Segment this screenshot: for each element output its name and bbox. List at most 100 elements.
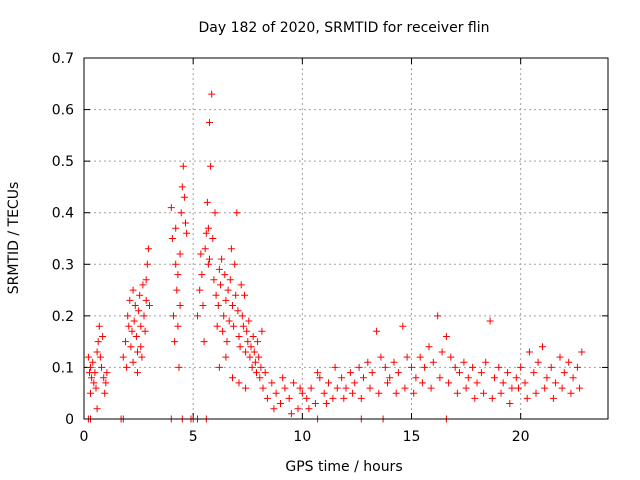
data-point — [247, 343, 255, 351]
data-point — [506, 400, 514, 407]
data-point — [103, 369, 111, 377]
data-point — [229, 302, 236, 309]
data-point — [425, 343, 433, 351]
data-point — [366, 384, 374, 392]
data-point — [401, 384, 409, 392]
data-point — [172, 224, 180, 232]
data-point — [233, 209, 241, 217]
data-point — [270, 405, 278, 413]
data-point — [460, 358, 468, 366]
data-point — [456, 369, 463, 377]
data-point — [296, 384, 304, 392]
data-point — [235, 379, 243, 387]
data-point — [482, 358, 490, 366]
data-point — [138, 353, 146, 361]
data-point — [93, 405, 101, 413]
data-point — [96, 353, 104, 361]
data-point — [232, 291, 240, 299]
data-point — [578, 348, 586, 356]
data-point — [101, 389, 109, 397]
data-point — [134, 348, 141, 356]
data-point — [212, 291, 220, 299]
data-point — [412, 374, 420, 382]
data-point — [215, 363, 223, 371]
data-point — [567, 389, 575, 397]
data-point — [320, 389, 328, 397]
data-point — [392, 389, 400, 397]
data-point — [438, 348, 446, 356]
data-point — [125, 322, 133, 330]
data-point — [244, 338, 252, 346]
y-tick-label: 0.6 — [52, 103, 74, 119]
data-point — [257, 363, 265, 371]
data-point — [92, 384, 100, 392]
data-point — [180, 193, 188, 201]
data-point — [512, 374, 520, 382]
data-point — [123, 363, 131, 371]
data-point — [399, 322, 407, 330]
data-point — [127, 343, 135, 351]
data-point — [218, 255, 226, 263]
data-point — [236, 343, 244, 351]
data-point — [357, 394, 365, 402]
y-tick-label: 0.5 — [52, 154, 74, 170]
data-point — [250, 348, 258, 356]
data-point — [287, 410, 295, 418]
data-point — [237, 281, 245, 289]
data-point — [222, 353, 230, 361]
data-point — [258, 327, 266, 335]
data-point — [214, 302, 222, 309]
data-point — [477, 369, 485, 377]
data-points — [84, 90, 586, 423]
data-point — [174, 322, 182, 330]
data-point — [208, 90, 216, 98]
data-point — [243, 327, 251, 335]
x-tick-label: 0 — [80, 429, 89, 445]
data-point — [199, 302, 207, 309]
data-point — [98, 363, 105, 371]
y-tick-label: 0.1 — [52, 360, 74, 376]
data-point — [504, 369, 512, 377]
data-point — [174, 271, 182, 279]
data-point — [94, 338, 102, 346]
data-point — [203, 198, 211, 206]
y-tick-label: 0.2 — [52, 309, 74, 325]
data-point — [182, 219, 189, 227]
data-point — [207, 162, 215, 170]
data-point — [349, 389, 357, 397]
data-point — [508, 384, 516, 392]
data-point — [177, 209, 185, 217]
data-point — [523, 394, 531, 402]
data-point — [93, 348, 101, 356]
data-point — [178, 183, 186, 191]
data-point — [314, 369, 322, 377]
data-point — [552, 379, 560, 387]
data-point — [234, 307, 242, 315]
data-point — [277, 400, 284, 407]
data-point — [95, 322, 103, 330]
data-point — [255, 353, 263, 361]
data-point — [394, 369, 402, 377]
y-tick-label: 0 — [65, 412, 74, 428]
data-point — [90, 379, 98, 387]
data-point — [204, 260, 212, 268]
data-point — [254, 338, 262, 346]
data-point — [197, 250, 205, 258]
data-point — [170, 312, 177, 320]
data-point — [381, 363, 389, 371]
data-point — [204, 224, 212, 232]
data-point — [226, 276, 234, 284]
data-point — [294, 405, 302, 413]
data-point — [137, 322, 145, 330]
data-point — [316, 374, 324, 382]
data-point — [223, 338, 231, 346]
data-point — [259, 384, 267, 392]
data-point — [342, 384, 350, 392]
data-point — [497, 389, 505, 397]
plot-frame — [83, 57, 609, 420]
data-point — [230, 322, 238, 330]
data-point — [248, 363, 256, 371]
data-point — [146, 302, 153, 309]
data-point — [87, 363, 94, 371]
data-point — [242, 384, 250, 392]
